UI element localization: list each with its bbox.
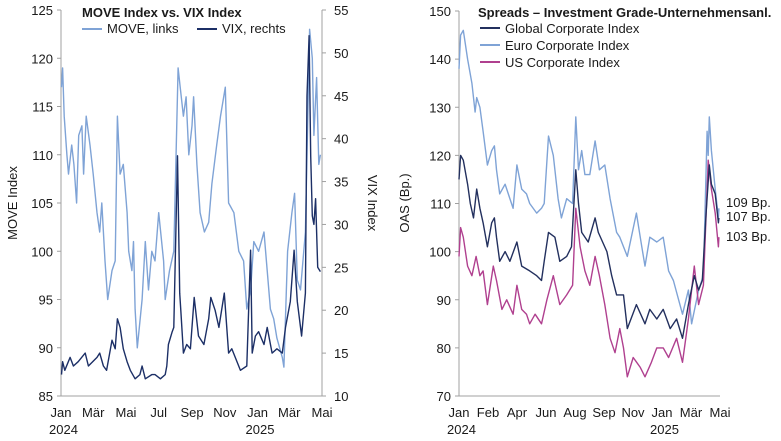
x-tick-label: Jul bbox=[150, 405, 167, 420]
series-line-us-corporate-index bbox=[458, 159, 720, 378]
y-tick-label: 95 bbox=[39, 293, 53, 308]
y-tick-label: 90 bbox=[437, 293, 451, 308]
y2-tick-label: 55 bbox=[334, 3, 348, 18]
left-y-axis-title: MOVE Index bbox=[5, 166, 20, 240]
series-line-global-corporate-index bbox=[458, 154, 720, 339]
y-tick-label: 85 bbox=[39, 389, 53, 404]
y-tick-label: 100 bbox=[31, 244, 53, 259]
y-tick-label: 120 bbox=[429, 148, 451, 163]
y2-tick-label: 15 bbox=[334, 346, 348, 361]
y-tick-label: 110 bbox=[32, 148, 53, 163]
y-axis-title: OAS (Bp.) bbox=[397, 173, 412, 232]
x-tick-year: 2025 bbox=[650, 422, 679, 437]
x-tick-label: Mär bbox=[680, 405, 703, 420]
y2-tick-label: 20 bbox=[334, 303, 348, 318]
legend-label-move: MOVE, links bbox=[107, 21, 179, 36]
y2-tick-label: 50 bbox=[334, 46, 348, 61]
x-tick-label: Jan bbox=[652, 405, 673, 420]
x-tick-label: Jun bbox=[536, 405, 557, 420]
x-tick-label: Mär bbox=[278, 405, 301, 420]
x-tick-label: Jan bbox=[51, 405, 72, 420]
series-line-vix-rechts bbox=[60, 35, 321, 380]
legend-label-euro: Euro Corporate Index bbox=[505, 38, 630, 53]
y-tick-label: 100 bbox=[429, 245, 451, 260]
x-tick-label: Jan bbox=[247, 405, 268, 420]
y-tick-label: 130 bbox=[429, 100, 451, 115]
y-tick-label: 120 bbox=[31, 51, 53, 66]
y2-tick-label: 35 bbox=[334, 175, 348, 190]
x-tick-label: Aug bbox=[563, 405, 586, 420]
move-vix-chart: MOVE Index vs. VIX Index MOVE, links VIX… bbox=[5, 3, 380, 437]
y-tick-label: 150 bbox=[429, 4, 451, 19]
legend-label-us: US Corporate Index bbox=[505, 55, 620, 70]
y2-tick-label: 40 bbox=[334, 132, 348, 147]
x-tick-label: Mai bbox=[312, 405, 333, 420]
x-tick-year: 2025 bbox=[246, 422, 275, 437]
y2-tick-label: 45 bbox=[334, 89, 348, 104]
end-value-label: 103 Bp. bbox=[726, 229, 771, 244]
legend-label-vix: VIX, rechts bbox=[222, 21, 286, 36]
y-tick-label: 140 bbox=[429, 52, 451, 67]
x-tick-year: 2024 bbox=[447, 422, 476, 437]
right-y-axis-title: VIX Index bbox=[365, 175, 380, 232]
spreads-chart: Spreads – Investment Grade-Unternehmensa… bbox=[397, 4, 771, 437]
y-tick-label: 110 bbox=[430, 197, 451, 212]
x-tick-label: Feb bbox=[477, 405, 499, 420]
x-tick-label: Mai bbox=[710, 405, 731, 420]
left-chart-title: MOVE Index vs. VIX Index bbox=[82, 5, 242, 20]
x-tick-label: Mai bbox=[116, 405, 137, 420]
y-tick-label: 115 bbox=[32, 100, 53, 115]
x-tick-label: Nov bbox=[213, 405, 237, 420]
right-chart-title: Spreads – Investment Grade-Unternehmensa… bbox=[478, 5, 771, 20]
x-tick-label: Jan bbox=[449, 405, 470, 420]
series-line-euro-corporate-index bbox=[458, 29, 720, 325]
y2-tick-label: 10 bbox=[334, 389, 348, 404]
end-value-label: 107 Bp. bbox=[726, 209, 771, 224]
legend-label-global: Global Corporate Index bbox=[505, 21, 640, 36]
y-tick-label: 90 bbox=[39, 341, 53, 356]
y-tick-label: 70 bbox=[437, 389, 451, 404]
series-line-move-links bbox=[60, 28, 322, 368]
x-tick-label: Nov bbox=[621, 405, 645, 420]
x-tick-label: Apr bbox=[507, 405, 528, 420]
y-tick-label: 125 bbox=[31, 3, 53, 18]
y-tick-label: 105 bbox=[31, 196, 53, 211]
x-tick-label: Mär bbox=[82, 405, 105, 420]
y2-tick-label: 25 bbox=[334, 260, 348, 275]
end-value-label: 109 Bp. bbox=[726, 195, 771, 210]
x-tick-label: Sep bbox=[180, 405, 203, 420]
y-tick-label: 80 bbox=[437, 341, 451, 356]
x-tick-year: 2024 bbox=[49, 422, 78, 437]
y2-tick-label: 30 bbox=[334, 217, 348, 232]
x-tick-label: Sep bbox=[592, 405, 615, 420]
